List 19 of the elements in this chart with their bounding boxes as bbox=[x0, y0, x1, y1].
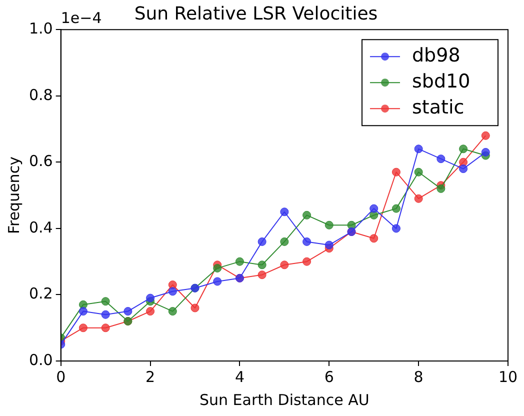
x-tick-label: 6 bbox=[324, 368, 334, 386]
legend-label: db98 bbox=[412, 44, 460, 67]
y-tick-label: 0.6 bbox=[28, 152, 53, 170]
x-tick-label: 8 bbox=[414, 368, 424, 386]
x-axis-title: Sun Earth Distance AU bbox=[199, 390, 370, 409]
y-tick-label: 1.0 bbox=[28, 19, 53, 38]
y-tick-label: 0.8 bbox=[28, 86, 53, 104]
text: 1e−4 bbox=[60, 8, 102, 27]
x-tick-label: 10 bbox=[498, 368, 518, 386]
chart-title: Sun Relative LSR Velocities bbox=[134, 3, 378, 24]
legend-label: static bbox=[412, 96, 464, 119]
y-tick-label: 0.2 bbox=[28, 284, 53, 303]
y-tick-label: 0.4 bbox=[28, 218, 53, 236]
legend-label: sbd10 bbox=[412, 70, 470, 93]
x-tick-label: 4 bbox=[234, 368, 244, 386]
y-axis-title: Frequency bbox=[4, 156, 23, 234]
y-tick-label: 0.0 bbox=[28, 350, 53, 369]
x-tick-label: 0 bbox=[56, 368, 66, 386]
x-tick-label: 2 bbox=[146, 368, 156, 386]
